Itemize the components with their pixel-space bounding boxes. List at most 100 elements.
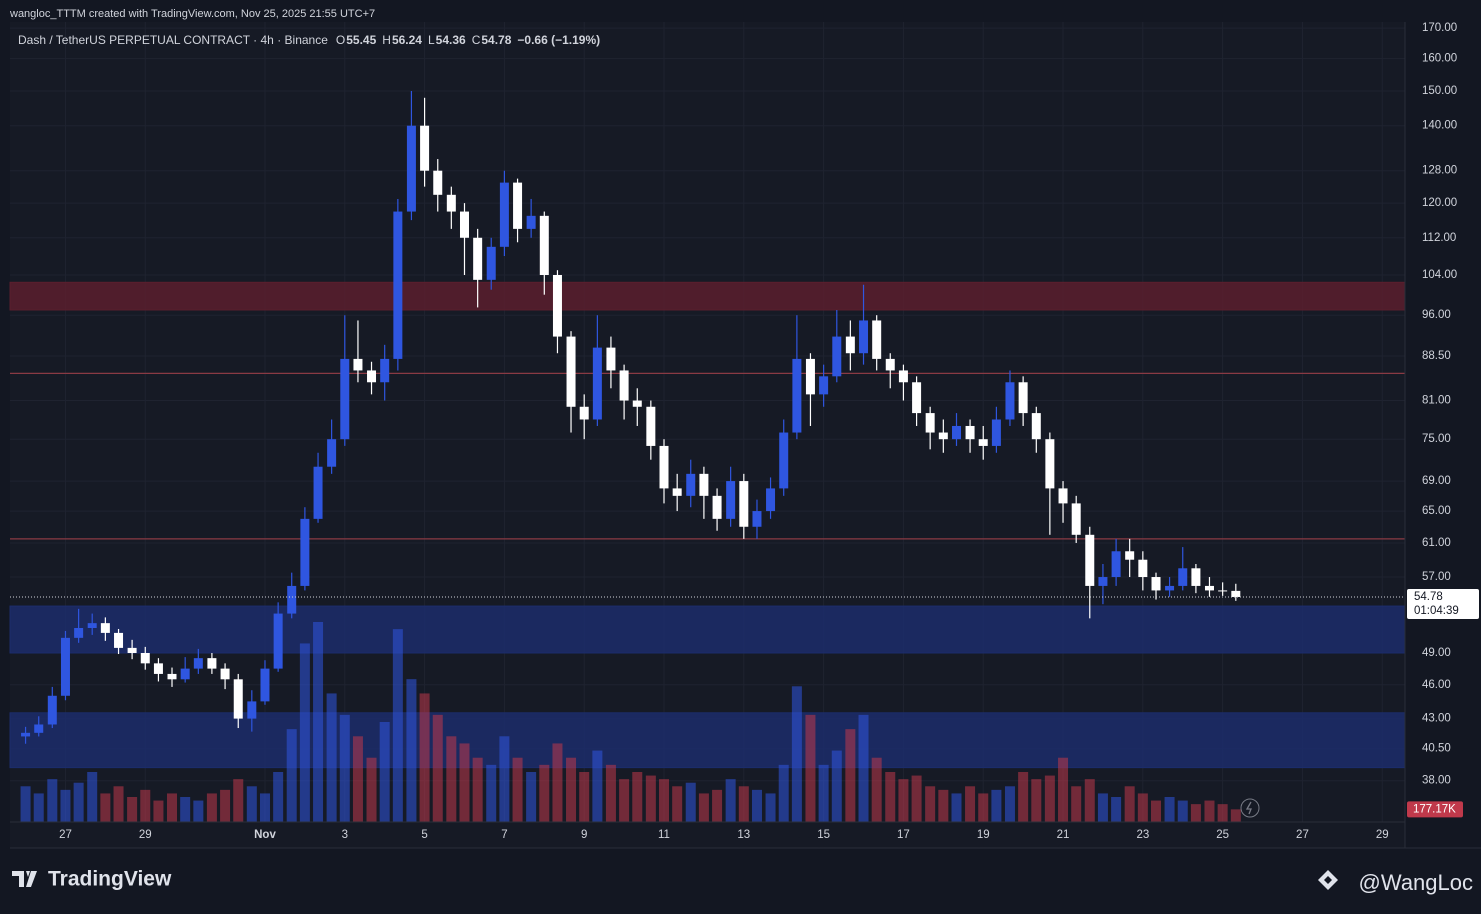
candle-body: [180, 668, 190, 680]
volume-bar: [379, 722, 390, 822]
volume-bar: [1071, 786, 1082, 822]
zone: [9, 712, 1406, 769]
volume-bar: [1031, 779, 1042, 822]
x-tick-label: 19: [977, 829, 990, 841]
volume-bar: [127, 797, 138, 822]
candle-body: [619, 370, 629, 401]
candle-body: [406, 125, 416, 212]
y-tick-label: 46.00: [1422, 679, 1451, 691]
volume-bar: [113, 786, 124, 822]
x-tick-label: 29: [1376, 829, 1389, 841]
volume-bar: [193, 800, 204, 822]
volume-bar: [326, 693, 337, 822]
volume-bar: [725, 779, 736, 822]
volume-bar: [951, 793, 962, 822]
candle-body: [1204, 585, 1214, 591]
x-tick-label: 13: [737, 829, 750, 841]
candle-body: [473, 237, 483, 280]
y-tick-label: 69.00: [1422, 475, 1451, 487]
candle-body: [167, 673, 177, 680]
volume-bar: [1230, 809, 1241, 822]
volume-bar: [1204, 800, 1215, 822]
y-tick-label: 43.00: [1422, 713, 1451, 725]
volume-bar: [167, 793, 178, 822]
candle-body: [712, 495, 722, 519]
candle-body: [1231, 590, 1241, 597]
brand: TradingView: [48, 868, 172, 891]
candle-body: [1151, 577, 1161, 591]
y-tick-label: 61.00: [1422, 537, 1451, 549]
x-tick-label: 7: [501, 829, 507, 841]
ohlc-value: 54.78: [481, 33, 511, 47]
symbol: Dash / TetherUS PERPETUAL CONTRACT · 4h …: [18, 33, 328, 47]
volume-bar: [579, 772, 590, 822]
candle-body: [114, 632, 124, 648]
candle-body: [60, 637, 70, 696]
volume-bar: [140, 789, 151, 822]
volume-bar: [885, 772, 896, 822]
volume-bar: [539, 764, 550, 822]
volume-bar: [499, 736, 510, 822]
volume-bar: [459, 743, 470, 822]
volume-bar: [352, 736, 363, 822]
candle-body: [579, 406, 589, 420]
y-tick-label: 104.00: [1422, 269, 1457, 281]
candle-body: [898, 370, 908, 383]
candle-body: [21, 732, 31, 737]
candle-body: [300, 518, 310, 586]
y-tick-label: 65.00: [1422, 505, 1451, 517]
tv-logo: [12, 871, 37, 887]
candle-body: [646, 406, 656, 446]
candle-body: [951, 425, 961, 440]
volume-bar: [672, 786, 683, 822]
countdown: 01:04:39: [1414, 605, 1459, 617]
candle-body: [446, 194, 456, 212]
ohlc-label: C: [472, 33, 481, 47]
y-tick-label: 150.00: [1422, 85, 1457, 97]
candle-body: [1178, 568, 1188, 586]
candle-body: [819, 376, 829, 395]
volume-bar: [273, 772, 284, 822]
candle-body: [220, 668, 230, 680]
candle-body: [1058, 488, 1068, 504]
volume-bar: [831, 750, 842, 822]
volume-bar: [698, 793, 709, 822]
candle-body: [672, 488, 682, 496]
candle-body: [859, 320, 869, 354]
volume-bar: [1124, 786, 1135, 822]
volume-bar: [818, 764, 829, 822]
candle-body: [140, 652, 150, 664]
x-tick-label: Nov: [254, 829, 276, 841]
volume-bar: [1217, 804, 1228, 822]
candle-body: [100, 623, 110, 633]
x-tick-label: 25: [1216, 829, 1229, 841]
volume-bar: [299, 643, 310, 822]
volume-bar: [1084, 779, 1095, 822]
x-tick-label: 29: [139, 829, 152, 841]
candle-body: [193, 658, 203, 669]
y-tick-label: 170.00: [1422, 22, 1457, 34]
candle-body: [1125, 551, 1135, 560]
volume-bar: [978, 793, 989, 822]
candle-body: [991, 419, 1001, 446]
candle-body: [1218, 590, 1228, 592]
volume-bar: [286, 729, 297, 822]
candle-body: [1031, 413, 1041, 440]
x-tick-label: 3: [342, 829, 348, 841]
volume-bar: [605, 764, 616, 822]
volume-bar: [765, 793, 776, 822]
x-tick-label: 5: [421, 829, 427, 841]
candle-body: [233, 679, 243, 719]
volume-bar: [446, 736, 457, 822]
volume-bar: [220, 789, 231, 822]
candle-body: [792, 358, 802, 433]
candle-body: [127, 647, 137, 653]
volume-bar: [1164, 797, 1175, 822]
alert-icon[interactable]: [1240, 798, 1260, 818]
candle-body: [938, 432, 948, 440]
candle-body: [539, 215, 549, 275]
volume-bar: [1190, 804, 1201, 822]
candle-body: [459, 211, 469, 238]
